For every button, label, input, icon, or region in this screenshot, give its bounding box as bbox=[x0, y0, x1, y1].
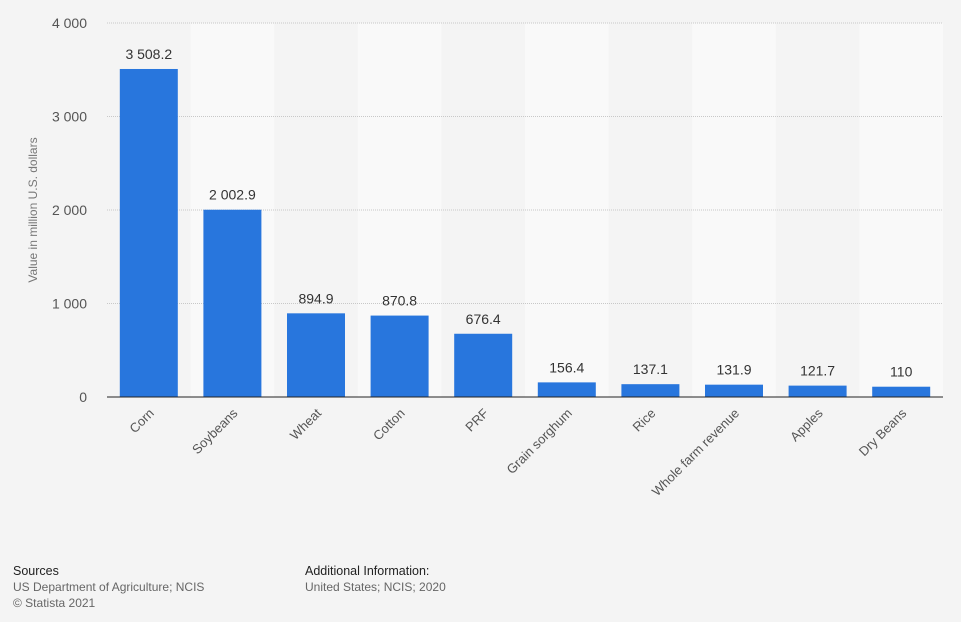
x-tick-label: Dry Beans bbox=[856, 405, 910, 459]
x-tick-label: Rice bbox=[630, 406, 659, 435]
bar-prf bbox=[454, 333, 513, 397]
data-label: 2 002.9 bbox=[209, 187, 256, 203]
bar-dry-beans bbox=[872, 386, 931, 397]
y-tick-label: 0 bbox=[79, 389, 87, 405]
data-label: 894.9 bbox=[298, 290, 333, 306]
additional-info-block: Additional Information: United States; N… bbox=[305, 563, 446, 595]
data-label: 676.4 bbox=[466, 311, 501, 327]
x-tick-label: Soybeans bbox=[189, 405, 241, 457]
x-tick-label: Wheat bbox=[287, 405, 324, 442]
data-label: 870.8 bbox=[382, 293, 417, 309]
y-axis-label: Value in million U.S. dollars bbox=[26, 137, 40, 282]
bar-cotton bbox=[370, 315, 429, 397]
data-label: 3 508.2 bbox=[125, 46, 172, 62]
bar-grain-sorghum bbox=[537, 382, 596, 397]
y-tick-label: 2 000 bbox=[52, 202, 87, 218]
x-tick-label: Whole farm revenue bbox=[649, 406, 742, 499]
data-label: 131.9 bbox=[716, 362, 751, 378]
data-label: 156.4 bbox=[549, 359, 584, 375]
sources-block: Sources US Department of Agriculture; NC… bbox=[13, 563, 204, 611]
additional-info-heading: Additional Information: bbox=[305, 564, 430, 578]
copyright-text: © Statista 2021 bbox=[13, 596, 96, 610]
bar-apples bbox=[788, 385, 847, 397]
x-tick-label: Cotton bbox=[370, 406, 408, 444]
x-tick-label: PRF bbox=[462, 405, 491, 434]
bar-corn bbox=[119, 68, 178, 397]
data-label: 110 bbox=[890, 364, 913, 380]
data-label: 137.1 bbox=[633, 361, 668, 377]
data-label: 121.7 bbox=[800, 363, 835, 379]
bar-rice bbox=[621, 384, 680, 397]
y-tick-label: 4 000 bbox=[52, 15, 87, 31]
bar-whole-farm-revenue bbox=[705, 384, 763, 397]
bar-chart: 3 508.2 2 002.9 894.9 870.8 676.4 156.4 137.1 1… bbox=[26, 15, 943, 499]
y-tick-label: 1 000 bbox=[52, 296, 87, 312]
sources-text[interactable]: US Department of Agriculture; NCIS bbox=[13, 580, 205, 594]
x-tick-label: Corn bbox=[126, 406, 157, 437]
column-band bbox=[525, 23, 609, 397]
x-tick-label: Grain sorghum bbox=[504, 406, 575, 477]
sources-heading: Sources bbox=[13, 564, 59, 578]
bar-wheat bbox=[287, 313, 345, 397]
x-tick-label: Apples bbox=[787, 405, 826, 444]
additional-info-text: United States; NCIS; 2020 bbox=[305, 580, 446, 594]
y-tick-label: 3 000 bbox=[52, 109, 87, 125]
bar-soybeans bbox=[203, 209, 262, 397]
